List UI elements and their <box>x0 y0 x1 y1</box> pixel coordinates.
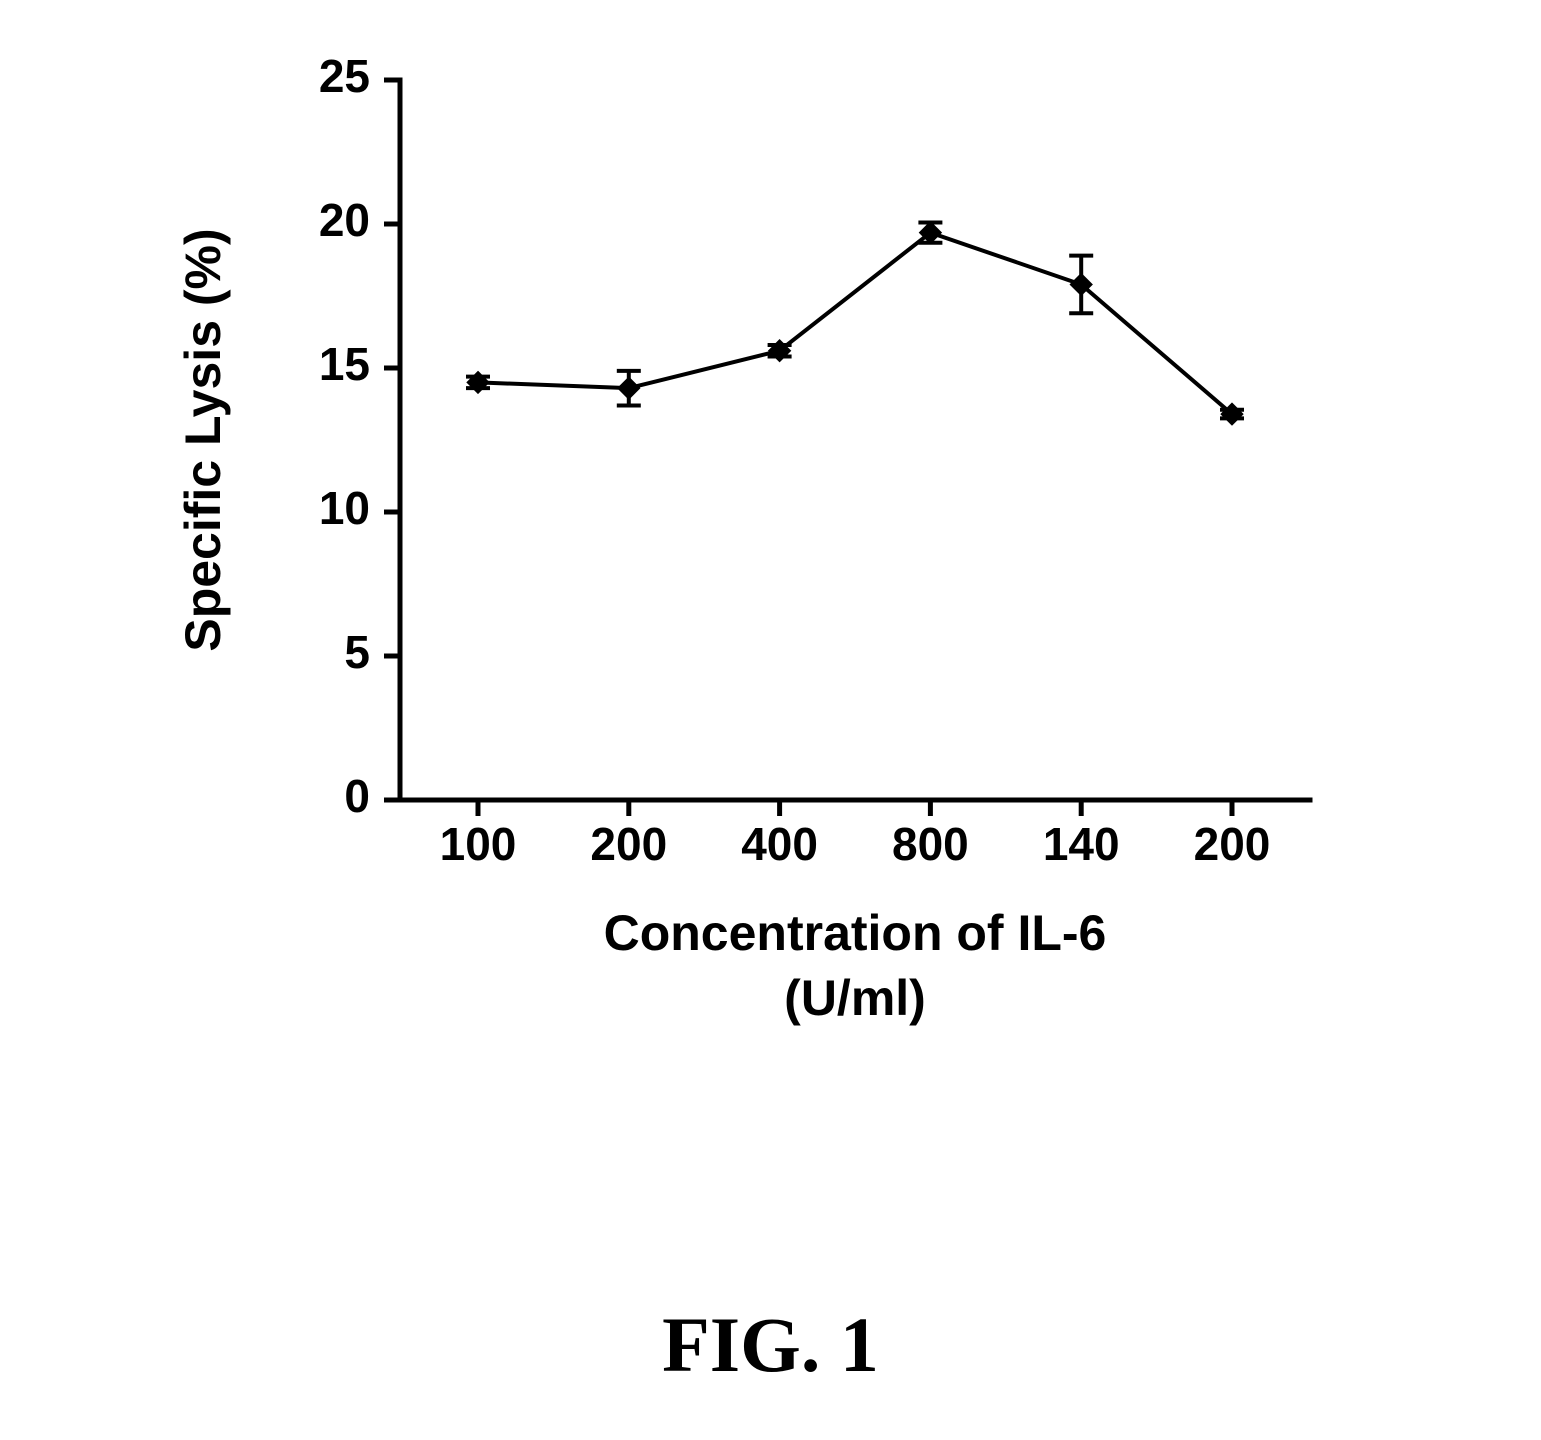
y-tick-label: 20 <box>319 194 370 246</box>
x-tick-label: 200 <box>590 818 667 870</box>
y-tick-label: 10 <box>319 482 370 534</box>
y-tick-label: 25 <box>319 50 370 102</box>
x-tick-label: 200 <box>1194 818 1271 870</box>
x-tick-label: 100 <box>440 818 517 870</box>
line-chart: 0 5 10 15 20 25 100 200 400 800 140 200 Concentratio… <box>180 50 1360 1110</box>
figure-label: FIG. 1 <box>0 1300 1541 1390</box>
page: 0 5 10 15 20 25 100 200 400 800 140 200 Concentratio… <box>0 0 1541 1440</box>
y-axis-label: Specific Lysis (%) <box>180 228 231 651</box>
x-tick-label: 140 <box>1043 818 1120 870</box>
y-tick-label: 0 <box>344 770 370 822</box>
x-tick-label: 800 <box>892 818 969 870</box>
y-tick-label: 5 <box>344 626 370 678</box>
x-tick-label: 400 <box>741 818 818 870</box>
x-axis-label-line2: (U/ml) <box>784 970 926 1026</box>
x-axis-label-line1: Concentration of IL-6 <box>604 905 1107 961</box>
y-tick-label: 15 <box>319 338 370 390</box>
chart-container: 0 5 10 15 20 25 100 200 400 800 140 200 Concentratio… <box>180 50 1360 1110</box>
